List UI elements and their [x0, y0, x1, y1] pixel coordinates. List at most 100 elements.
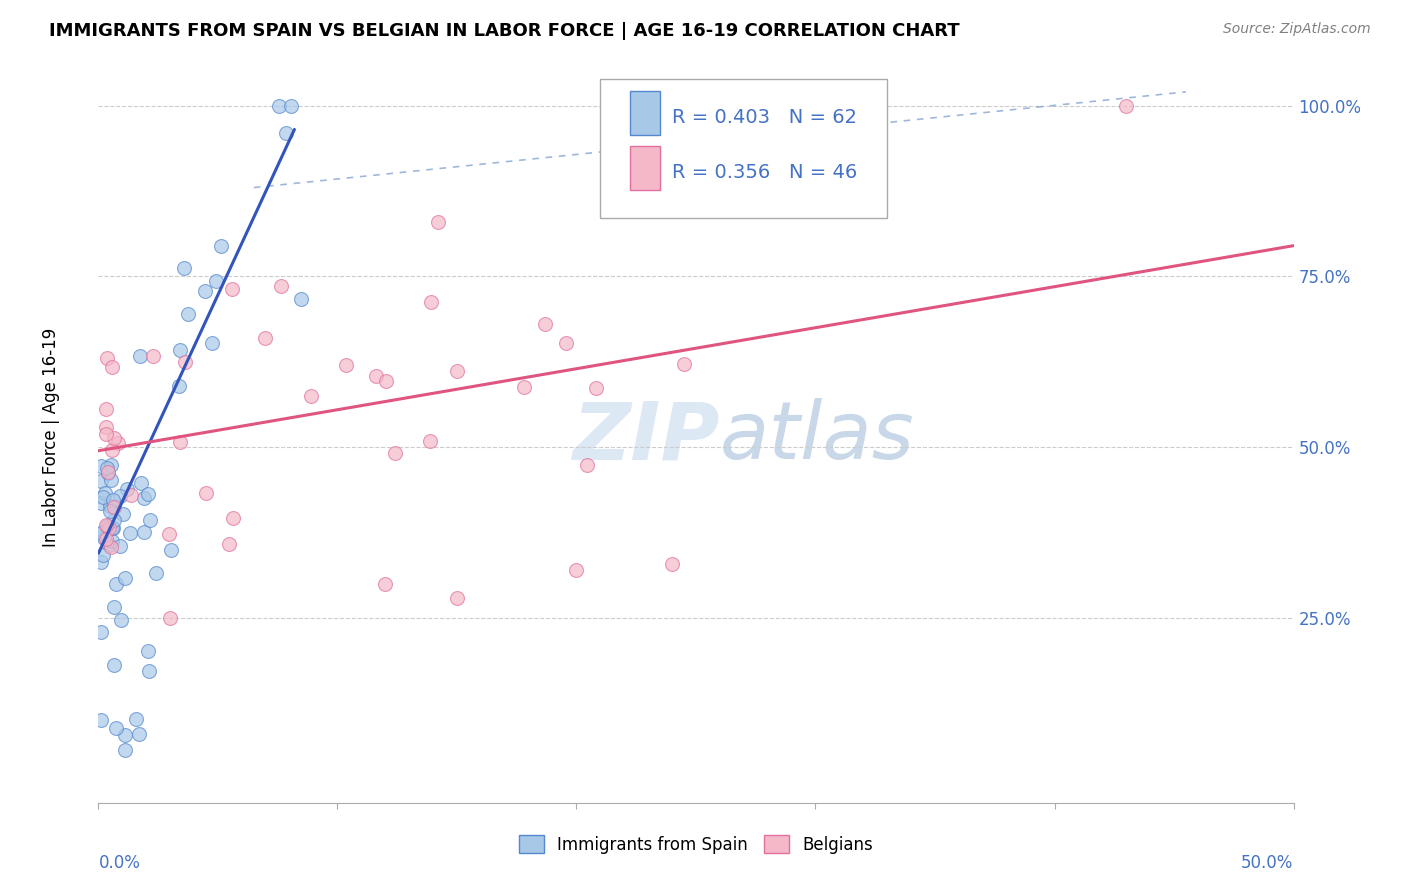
Point [145, 566, 167, 580]
Text: 0.0%: 0.0% [98, 854, 141, 872]
Point [100, 520, 122, 534]
Point [276, 126, 298, 140]
Text: In Labor Force | Age 16-19: In Labor Force | Age 16-19 [42, 327, 59, 547]
Point [384, 446, 406, 460]
Point [108, 489, 131, 503]
Point [554, 335, 576, 350]
Point [94, 401, 117, 416]
Point [108, 539, 131, 553]
Point [114, 570, 136, 584]
Point [90, 459, 112, 474]
Point [103, 431, 125, 445]
Point [177, 307, 200, 321]
Point [90, 624, 112, 639]
Point [138, 513, 160, 527]
Text: R = 0.403   N = 62: R = 0.403 N = 62 [672, 108, 858, 128]
Point [134, 525, 156, 540]
Point [426, 215, 449, 229]
Point [100, 360, 122, 375]
Point [194, 485, 217, 500]
Point [114, 728, 136, 742]
Point [512, 380, 534, 394]
Point [101, 493, 124, 508]
Point [419, 434, 441, 448]
Point [280, 98, 302, 112]
Point [96, 518, 118, 533]
Point [90, 474, 112, 488]
Point [157, 527, 180, 541]
Point [194, 284, 217, 298]
FancyBboxPatch shape [630, 146, 661, 190]
Point [364, 369, 387, 384]
Point [114, 742, 136, 756]
Point [201, 336, 224, 351]
Point [103, 512, 125, 526]
Point [253, 331, 276, 345]
Point [103, 521, 125, 535]
Point [167, 379, 190, 393]
Point [136, 487, 159, 501]
Point [118, 526, 141, 541]
Point [446, 591, 468, 605]
Point [103, 500, 125, 514]
Point [661, 557, 683, 571]
Point [534, 317, 557, 331]
Point [100, 540, 122, 554]
Point [290, 292, 312, 306]
Point [160, 543, 183, 558]
Text: ZIP: ZIP [572, 398, 720, 476]
Point [107, 436, 129, 450]
Point [131, 476, 153, 491]
Point [120, 488, 142, 502]
Point [90, 713, 112, 727]
Point [103, 657, 125, 672]
Point [173, 261, 195, 276]
Point [173, 355, 195, 369]
Point [110, 613, 132, 627]
Point [221, 511, 243, 525]
Point [100, 504, 122, 518]
Point [420, 295, 443, 310]
Point [100, 473, 122, 487]
Point [134, 491, 156, 506]
FancyBboxPatch shape [630, 92, 661, 136]
Point [91, 524, 114, 539]
Point [299, 388, 322, 402]
Point [218, 536, 240, 550]
Point [97, 466, 120, 480]
Point [100, 533, 122, 548]
Point [138, 664, 160, 678]
Point [446, 364, 468, 378]
Point [91, 548, 114, 562]
Point [270, 279, 292, 293]
Point [1115, 98, 1137, 112]
Text: R = 0.356   N = 46: R = 0.356 N = 46 [672, 163, 858, 182]
Point [136, 644, 159, 658]
Point [204, 274, 226, 288]
Legend: Immigrants from Spain, Belgians: Immigrants from Spain, Belgians [512, 829, 880, 860]
Point [374, 577, 396, 591]
Point [100, 458, 122, 473]
Point [105, 721, 128, 735]
Point [142, 349, 165, 363]
Point [96, 351, 118, 366]
Point [374, 374, 396, 388]
Point [585, 381, 607, 395]
Point [335, 358, 357, 372]
Point [672, 357, 695, 371]
Point [96, 460, 118, 475]
Point [103, 599, 125, 614]
Point [129, 349, 152, 363]
Point [221, 282, 243, 296]
Point [90, 555, 112, 569]
Point [94, 532, 117, 546]
Point [117, 483, 139, 497]
Point [209, 239, 232, 253]
Point [169, 343, 191, 357]
Point [97, 520, 120, 534]
Point [565, 563, 588, 577]
Point [90, 526, 112, 541]
Point [159, 611, 181, 625]
Point [94, 486, 117, 500]
Point [128, 727, 150, 741]
